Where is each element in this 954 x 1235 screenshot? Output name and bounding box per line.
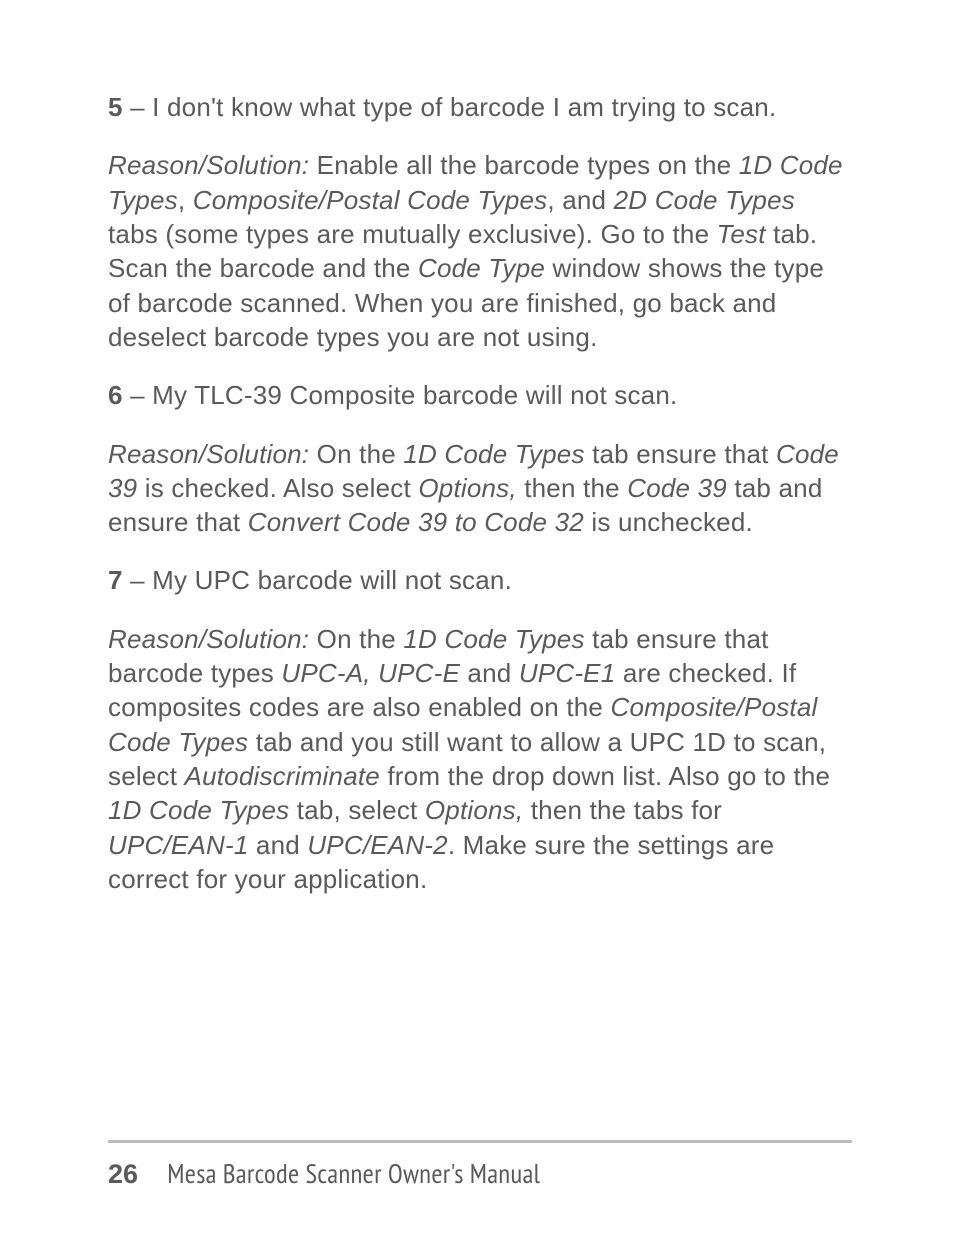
text-run: from the drop down list. Also go to the: [380, 761, 830, 791]
text-run: 6: [108, 380, 123, 410]
paragraph-a5: Reason/Solution: Enable all the barcode …: [108, 148, 852, 354]
text-run: 2D Code Types: [614, 185, 795, 215]
text-run: UPC-E1: [519, 658, 616, 688]
paragraph-q6: 6 – My TLC-39 Composite barcode will not…: [108, 378, 852, 412]
text-run: then the: [517, 473, 627, 503]
text-run: then the tabs for: [523, 795, 722, 825]
text-run: Options,: [425, 795, 523, 825]
text-run: Test: [717, 219, 766, 249]
paragraph-q7: 7 – My UPC barcode will not scan.: [108, 563, 852, 597]
text-run: 1D Code Types: [403, 624, 584, 654]
text-run: UPC/EAN-1: [108, 830, 249, 860]
text-run: ,: [178, 185, 193, 215]
footer-title: Mesa Barcode Scanner Owner's Manual: [167, 1157, 540, 1191]
text-run: is unchecked.: [584, 507, 753, 537]
text-run: Composite/Postal Code Types: [193, 185, 548, 215]
text-run: , and: [547, 185, 613, 215]
text-run: is checked. Also select: [137, 473, 418, 503]
text-run: Reason/Solution:: [108, 624, 309, 654]
text-run: UPC/EAN-2: [307, 830, 448, 860]
text-run: Reason/Solution:: [108, 150, 309, 180]
text-run: On the: [309, 439, 403, 469]
text-run: tabs (some types are mutually exclusive)…: [108, 219, 717, 249]
text-run: UPC-A, UPC-E: [281, 658, 460, 688]
text-run: – I don't know what type of barcode I am…: [123, 92, 777, 122]
text-run: Options,: [418, 473, 516, 503]
footer: 26 Mesa Barcode Scanner Owner's Manual: [108, 1157, 540, 1191]
text-run: – My TLC-39 Composite barcode will not s…: [123, 380, 678, 410]
text-run: 5: [108, 92, 123, 122]
text-run: Code Type: [418, 253, 545, 283]
paragraph-a6: Reason/Solution: On the 1D Code Types ta…: [108, 437, 852, 540]
text-run: and: [460, 658, 519, 688]
paragraph-q5: 5 – I don't know what type of barcode I …: [108, 90, 852, 124]
text-run: Reason/Solution:: [108, 439, 309, 469]
page-content: 5 – I don't know what type of barcode I …: [0, 0, 954, 896]
text-run: Enable all the barcode types on the: [309, 150, 738, 180]
paragraph-a7: Reason/Solution: On the 1D Code Types ta…: [108, 622, 852, 897]
text-run: 1D Code Types: [403, 439, 584, 469]
page-number: 26: [108, 1159, 138, 1189]
text-run: On the: [309, 624, 403, 654]
text-run: Convert Code 39 to Code 32: [248, 507, 584, 537]
text-run: tab, select: [289, 795, 425, 825]
text-run: Autodiscriminate: [185, 761, 380, 791]
text-run: and: [249, 830, 308, 860]
text-run: 7: [108, 565, 123, 595]
text-run: 1D Code Types: [108, 795, 289, 825]
text-run: tab ensure that: [585, 439, 776, 469]
text-run: – My UPC barcode will not scan.: [123, 565, 512, 595]
text-run: Code 39: [627, 473, 727, 503]
footer-rule: [108, 1140, 852, 1143]
